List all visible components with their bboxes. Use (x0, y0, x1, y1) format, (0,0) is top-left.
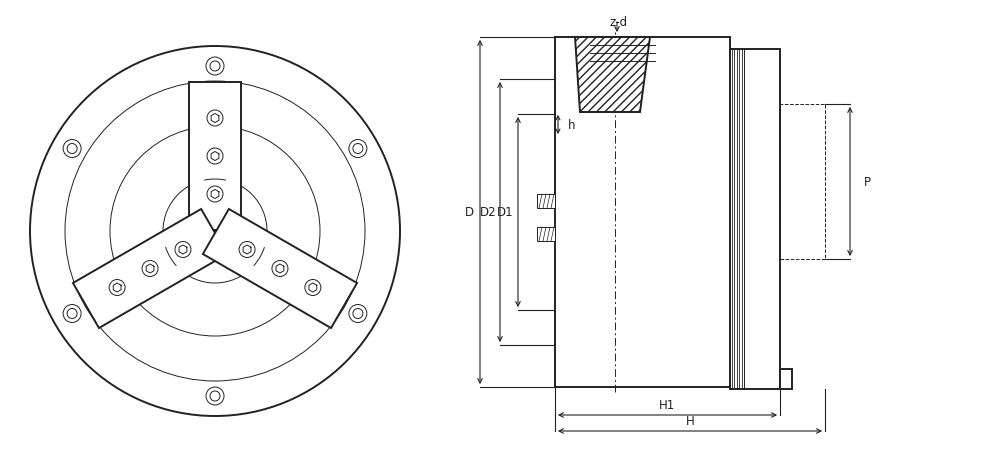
Text: H: H (686, 414, 694, 427)
Text: z-d: z-d (610, 16, 628, 29)
Bar (780, 369, 792, 389)
Polygon shape (73, 210, 227, 328)
Bar (730, 50, 780, 389)
Text: D2: D2 (479, 206, 496, 219)
Polygon shape (203, 210, 357, 328)
Text: D1: D1 (497, 206, 514, 219)
Text: H1: H1 (659, 398, 676, 411)
Bar (537, 194, 555, 208)
Polygon shape (575, 38, 650, 113)
Polygon shape (189, 83, 241, 231)
Text: P: P (864, 175, 871, 188)
Text: h: h (568, 119, 576, 131)
Bar (780, 105, 825, 259)
Text: D: D (465, 206, 474, 219)
Bar (537, 227, 555, 242)
Bar (555, 38, 730, 387)
